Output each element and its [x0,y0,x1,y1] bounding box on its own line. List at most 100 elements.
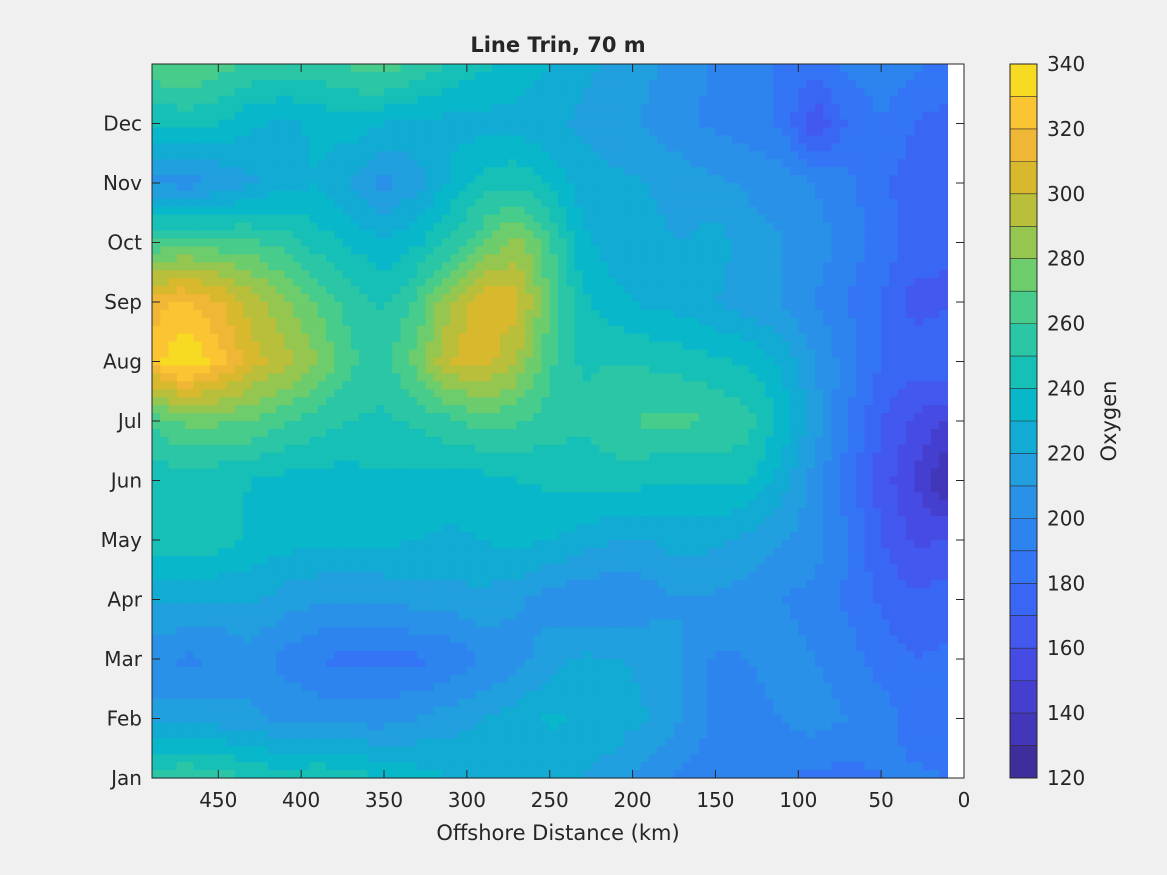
contour-cell [889,79,899,89]
contour-cell [284,246,294,255]
contour-cell [864,262,874,271]
contour-cell [284,87,294,97]
contour-cell [781,397,791,406]
contour-cell [624,167,634,176]
contour-cell [773,460,783,470]
contour-cell [466,381,476,390]
contour-cell [881,214,891,224]
contour-cell [690,119,700,129]
contour-cell [442,175,451,184]
contour-cell [516,365,526,374]
contour-cell [442,468,451,478]
contour-cell [649,79,659,89]
contour-cell [607,183,617,192]
contour-cell [326,333,335,343]
contour-cell [624,262,634,271]
contour-cell [823,262,833,271]
contour-cell [806,444,816,454]
contour-cell [375,135,385,144]
contour-cell [400,183,410,192]
contour-cell [781,357,791,367]
contour-cell [574,64,584,73]
contour-cell [682,270,692,279]
contour-cell [906,405,915,414]
contour-cell [781,175,791,184]
contour-cell [400,333,410,343]
contour-cell [632,262,642,271]
contour-cell [433,151,443,160]
contour-cell [558,262,567,271]
contour-cell [698,246,708,255]
contour-cell [607,436,617,446]
contour-cell [185,428,195,438]
contour-cell [326,206,335,216]
contour-cell [848,198,857,208]
contour-cell [930,198,940,208]
contour-cell [433,436,443,446]
contour-cell [466,95,476,105]
contour-cell [226,64,236,73]
contour-cell [574,325,584,335]
contour-cell [168,127,178,136]
contour-cell [516,460,526,470]
contour-cell [939,190,949,200]
contour-cell [889,397,899,406]
contour-cell [442,151,451,160]
contour-cell [201,103,211,113]
contour-cell [176,436,186,446]
contour-cell [516,64,526,73]
contour-cell [160,349,170,359]
contour-cell [881,381,891,390]
contour-cell [276,357,286,367]
contour-cell [326,278,335,287]
contour-cell [566,167,576,176]
contour-cell [533,381,543,390]
contour-cell [864,357,874,367]
contour-cell [872,238,882,248]
contour-cell [690,71,700,81]
contour-cell [582,421,592,430]
contour-cell [392,71,402,81]
contour-cell [218,183,228,192]
contour-cell [317,103,327,113]
contour-cell [607,468,617,478]
contour-cell [524,421,534,430]
contour-cell [458,167,468,176]
contour-cell [939,71,949,81]
contour-cell [292,190,302,200]
contour-cell [400,95,410,105]
contour-cell [408,127,418,136]
contour-cell [831,175,841,184]
contour-cell [823,206,833,216]
contour-cell [740,309,750,319]
contour-cell [342,143,352,152]
contour-cell [632,214,642,224]
contour-cell [292,143,302,152]
contour-cell [442,119,451,129]
contour-cell [251,373,261,382]
contour-cell [176,262,186,271]
contour-cell [466,270,476,279]
contour-cell [765,294,775,303]
contour-cell [417,151,427,160]
contour-cell [375,365,385,374]
contour-cell [930,175,940,184]
contour-cell [723,254,733,263]
contour-cell [682,421,692,430]
contour-cell [939,278,949,287]
contour-cell [442,397,451,406]
contour-cell [268,317,277,327]
contour-cell [292,373,302,382]
contour-cell [210,460,219,470]
contour-cell [251,302,261,311]
contour-cell [881,317,891,327]
contour-cell [707,436,717,446]
contour-cell [375,71,385,81]
contour-cell [690,127,700,136]
contour-cell [284,175,294,184]
contour-cell [914,87,924,97]
contour-cell [342,302,352,311]
contour-cell [508,405,518,414]
contour-cell [607,325,617,335]
contour-cell [872,103,882,113]
